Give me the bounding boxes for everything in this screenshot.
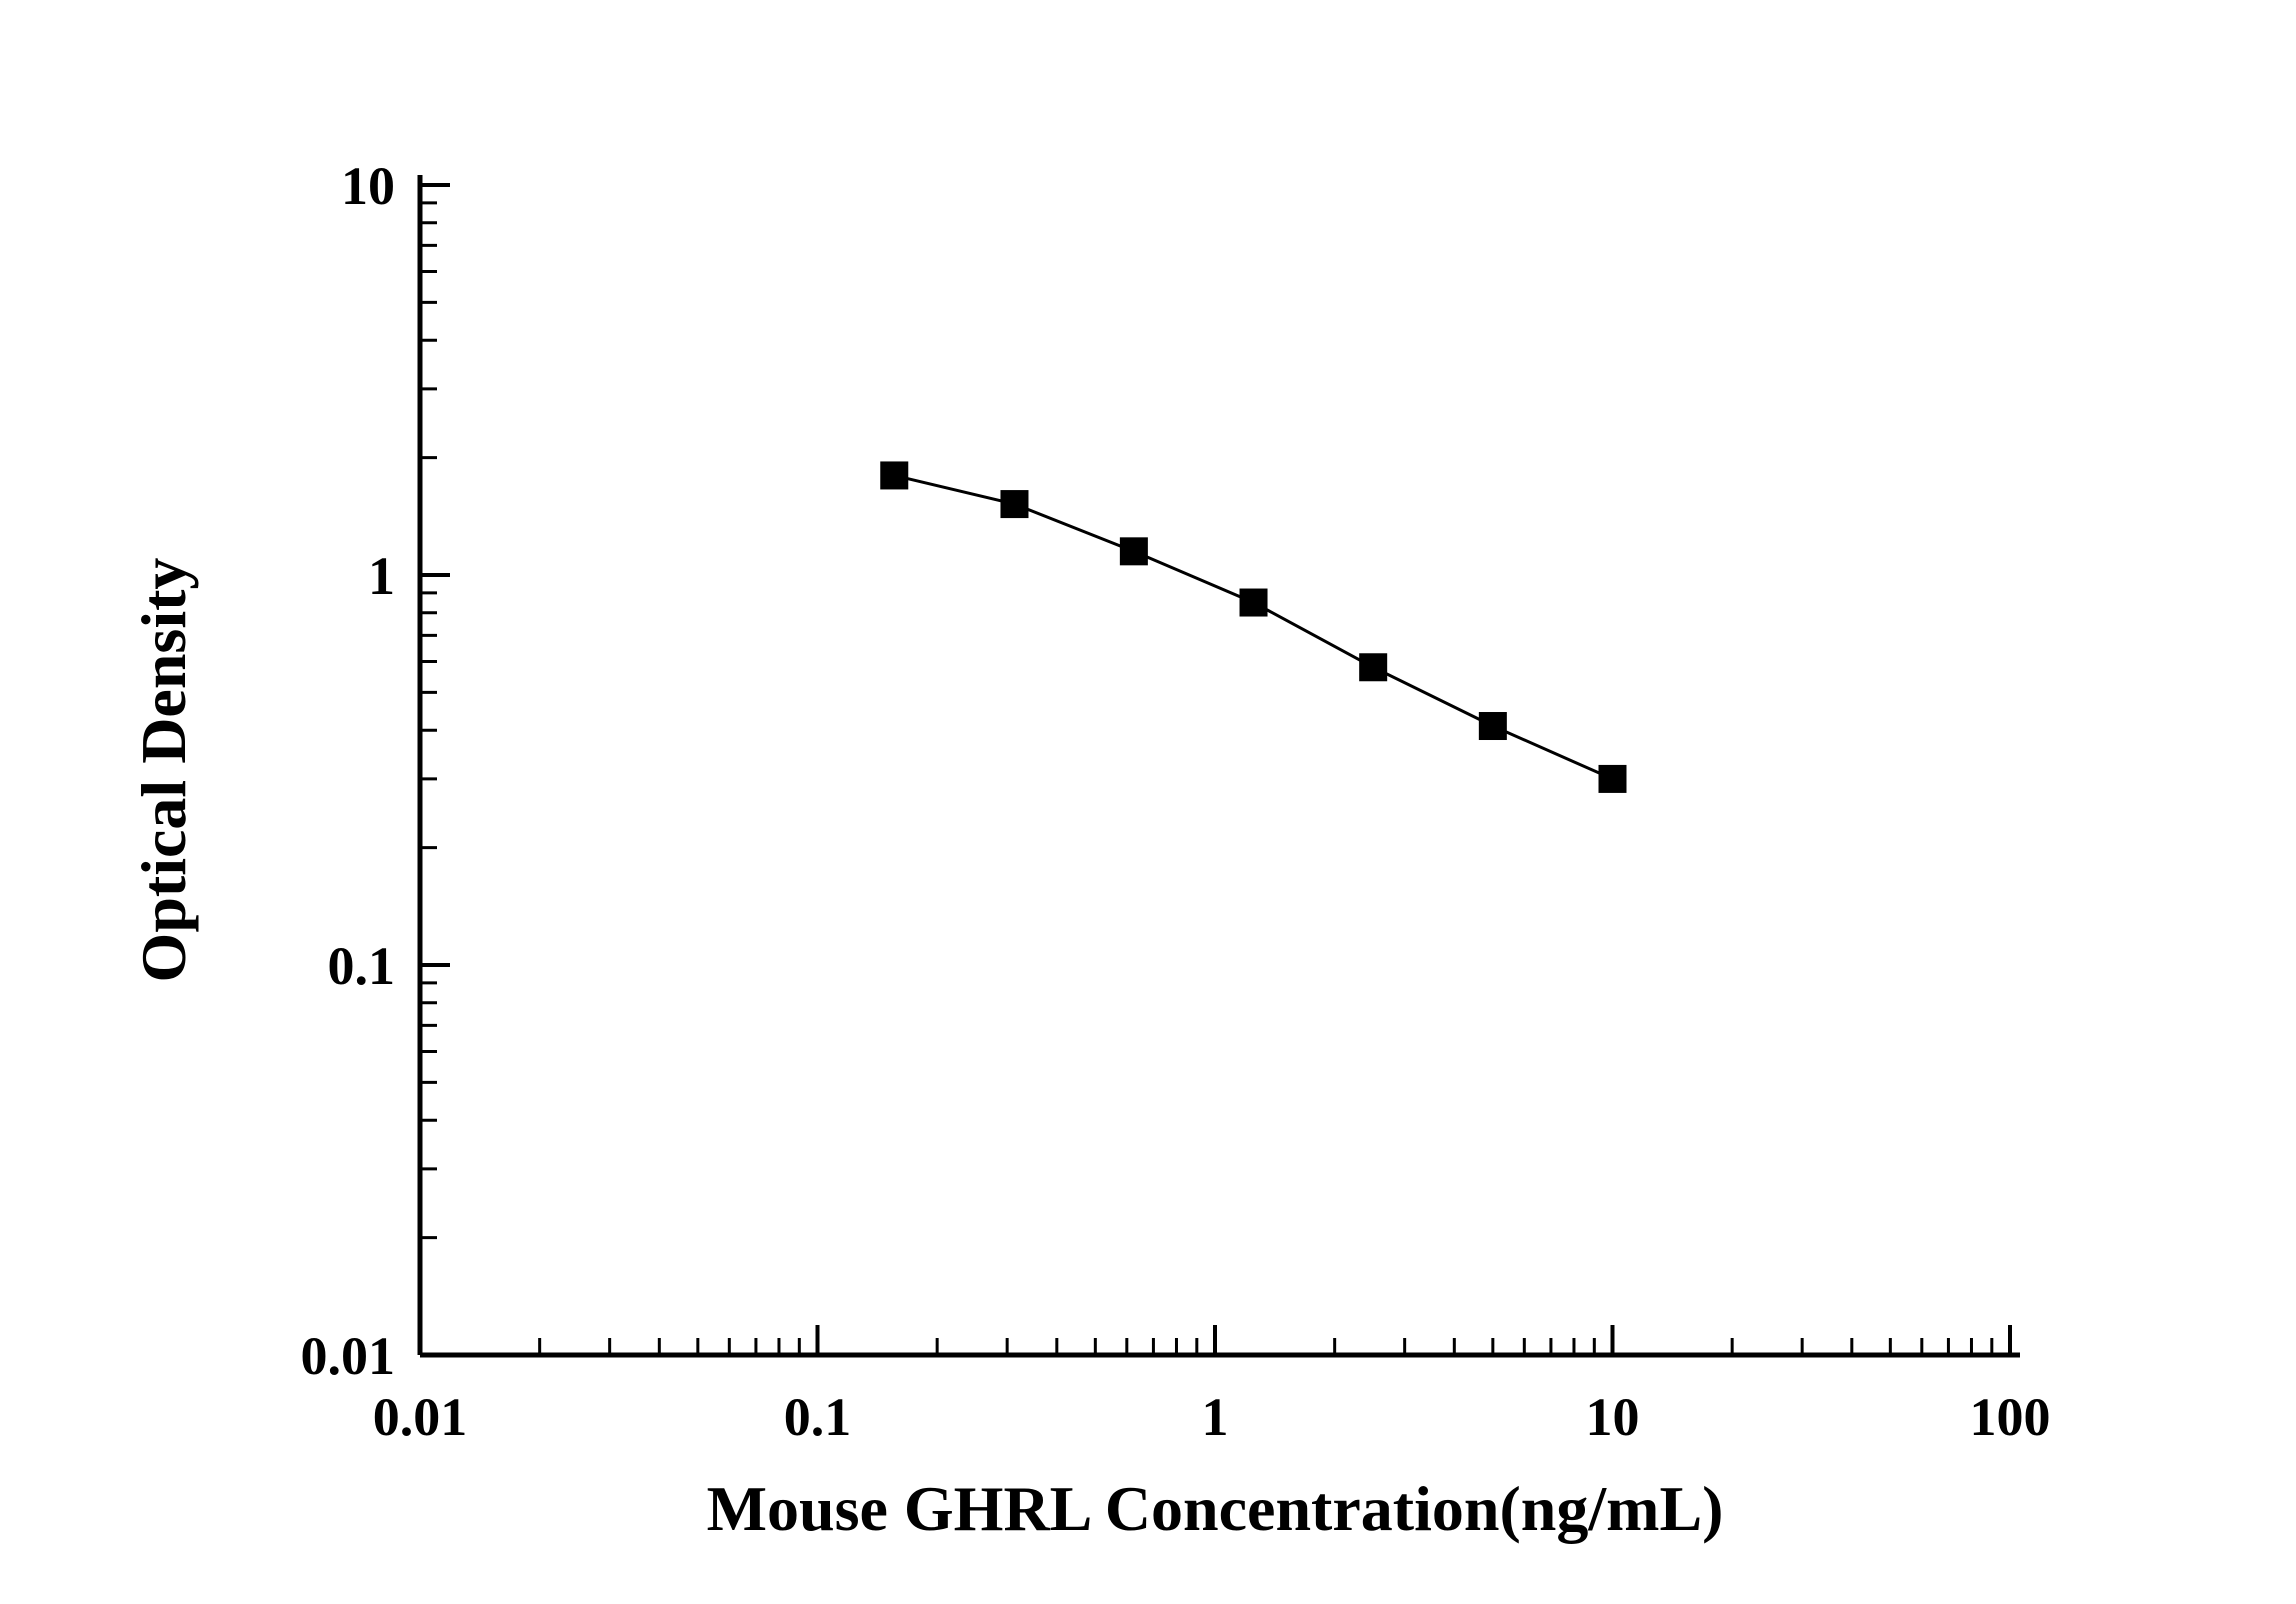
- x-tick-label: 1: [1202, 1387, 1229, 1447]
- x-axis-label: Mouse GHRL Concentration(ng/mL): [707, 1473, 1724, 1544]
- data-point-marker: [880, 461, 909, 490]
- y-tick-label: 1: [368, 546, 395, 606]
- data-point-marker: [1478, 712, 1507, 741]
- y-axis-label: Optical Density: [128, 558, 199, 983]
- data-point-marker: [1119, 537, 1148, 566]
- data-point-marker: [1598, 764, 1627, 793]
- x-tick-label: 100: [1970, 1387, 2051, 1447]
- data-point-marker: [1239, 588, 1268, 617]
- x-tick-label: 0.01: [373, 1387, 468, 1447]
- y-tick-label: 0.01: [301, 1326, 396, 1386]
- plot-area: 0.01 0.1 1 10 100 0.01 0.1 1 10: [301, 156, 2051, 1447]
- y-tick-label: 10: [341, 156, 395, 216]
- x-tick-label: 0.1: [784, 1387, 852, 1447]
- data-point-marker: [1359, 653, 1388, 682]
- data-point-marker: [1000, 490, 1029, 519]
- x-tick-label: 10: [1586, 1387, 1640, 1447]
- y-tick-label: 0.1: [328, 936, 396, 996]
